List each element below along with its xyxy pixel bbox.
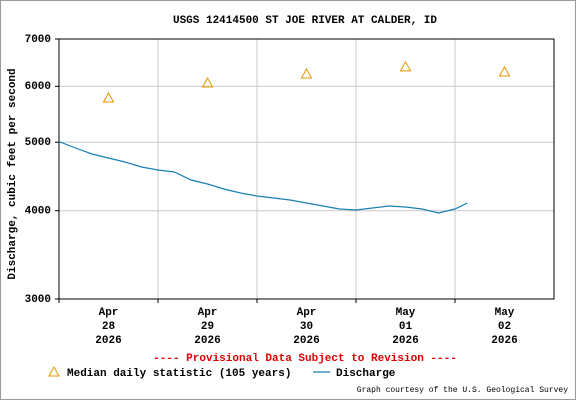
discharge-line — [58, 141, 468, 214]
median-marker — [300, 67, 313, 79]
y-tick-label: 7000 — [25, 34, 51, 46]
x-tick-label: May 02 2026 — [491, 307, 518, 347]
x-tick-label: Apr 28 2026 — [95, 307, 122, 347]
y-tick-label: 6000 — [25, 81, 51, 93]
plot-frame — [58, 38, 555, 300]
median-marker — [399, 60, 412, 72]
y-tick-label: 4000 — [25, 206, 51, 218]
x-tick-label: May 01 2026 — [392, 307, 419, 347]
credit: Graph courtesy of the U.S. Geological Su… — [357, 386, 568, 395]
x-tick-label: Apr 30 2026 — [293, 307, 320, 347]
legend-label: Median daily statistic (105 years) — [67, 368, 291, 380]
y-tick-label: 5000 — [25, 137, 51, 149]
y-tick-label: 3000 — [25, 294, 51, 306]
median-marker — [498, 65, 511, 77]
median-marker — [102, 91, 115, 103]
median-marker — [201, 76, 214, 88]
y-axis-label: Discharge, cubic feet per second — [7, 68, 19, 279]
annotation: ---- Provisional Data Subject to Revisio… — [153, 353, 457, 365]
chart-title: USGS 12414500 ST JOE RIVER AT CALDER, ID — [173, 15, 437, 27]
legend-label: Discharge — [336, 368, 396, 380]
x-tick-label: Apr 29 2026 — [194, 307, 221, 347]
legend-symbol — [48, 365, 60, 377]
